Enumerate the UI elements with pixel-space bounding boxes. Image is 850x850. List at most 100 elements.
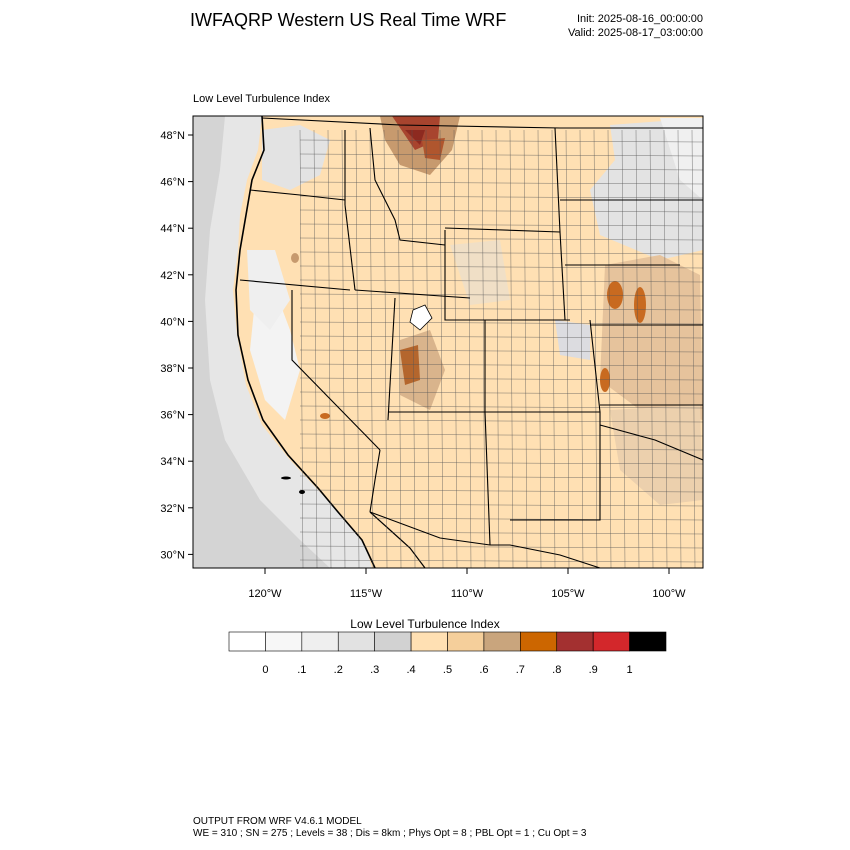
county-line (663, 129, 668, 568)
lat-tick-label: 34°N (160, 456, 185, 468)
county-line (299, 307, 703, 311)
kansas-high-2 (634, 287, 646, 323)
county-line (299, 363, 703, 367)
county-line (299, 279, 703, 283)
county-line (383, 129, 388, 568)
county-line (299, 489, 703, 493)
field-label: Low Level Turbulence Index (193, 93, 330, 105)
az-mexico-border (369, 511, 510, 546)
county-line (523, 129, 528, 568)
footer-model-info: OUTPUT FROM WRF V4.6.1 MODEL (193, 816, 362, 827)
colorbar-segment (410, 631, 448, 652)
kansas-high-1 (607, 281, 623, 309)
channel-island-2 (299, 490, 305, 494)
county-line (299, 167, 703, 171)
county-line (509, 129, 514, 568)
lon-tick-label: 110°W (451, 588, 484, 600)
colorbar-label: .7 (516, 664, 525, 676)
or-id-border (344, 204, 356, 291)
county-line (397, 129, 402, 568)
colorbar-label: .9 (589, 664, 598, 676)
county-line (299, 503, 703, 507)
colorbar-label: .2 (334, 664, 343, 676)
map-field (193, 116, 703, 568)
lat-tick-label: 42°N (160, 270, 185, 282)
county-line (299, 153, 703, 157)
gulf-coast (369, 511, 426, 568)
county-line (439, 129, 444, 568)
pacific-lower-index (193, 116, 330, 568)
channel-island-1 (281, 476, 291, 480)
lat-tick-label: 40°N (160, 316, 185, 328)
county-line (299, 405, 703, 409)
colorbar-segment (483, 631, 521, 652)
county-line (299, 447, 703, 451)
colorbar-label: .4 (406, 664, 415, 676)
az-nm-border (484, 411, 491, 546)
county-line (635, 129, 640, 568)
lat-tick-label: 48°N (160, 130, 185, 142)
county-line (299, 195, 703, 199)
county-line (677, 129, 682, 568)
colorbar: 0 .1 .2 .3 .4 .5 .6 .7 .8 .9 1 (228, 631, 667, 676)
map-frame (192, 115, 704, 569)
nv-ut-border (387, 297, 396, 421)
canada-border (261, 117, 703, 129)
mt-nd-border (554, 127, 561, 233)
rio-grande (509, 544, 601, 568)
lat-tick-label: 32°N (160, 503, 185, 515)
colorbar-segment (265, 631, 303, 652)
state-boundaries (239, 117, 703, 568)
county-line (551, 129, 556, 568)
county-line (411, 129, 416, 568)
id-nv-border (354, 289, 471, 299)
lat-tick-label: 38°N (160, 363, 185, 375)
map-title: IWFAQRP Western US Real Time WRF (190, 10, 507, 30)
lon-tick-label: 115°W (350, 588, 383, 600)
lat-tick-label: 46°N (160, 177, 185, 189)
county-line (299, 139, 703, 143)
utah-high (400, 345, 420, 385)
lon-tick-label: 120°W (248, 588, 282, 600)
county-line (299, 545, 703, 549)
lat-tick-label: 36°N (160, 410, 185, 422)
colorbar-label: .6 (479, 664, 488, 676)
county-line (299, 335, 703, 339)
az-ca-border (369, 449, 381, 513)
county-line (299, 293, 703, 297)
co-ks-border (589, 319, 601, 413)
county-line (579, 129, 584, 568)
colorado-low (555, 320, 590, 360)
lat-tick-label: 44°N (160, 223, 185, 235)
colorbar-label: 0 (262, 664, 268, 676)
county-line (537, 129, 542, 568)
county-line (607, 129, 612, 568)
county-line (621, 129, 626, 568)
mt-wy-border (444, 227, 561, 233)
sierra-high (320, 413, 330, 419)
ut-wy-border (444, 298, 485, 321)
colorbar-segment (337, 631, 375, 652)
coastline (235, 116, 376, 568)
colorbar-segment (520, 631, 558, 652)
colorbar-label: .8 (552, 664, 561, 676)
county-line (453, 129, 458, 568)
county-line (299, 321, 703, 325)
latitude-axis: 48°N 46°N 44°N 42°N 40°N 38°N 36°N 34°N 32°N 30°N (160, 130, 193, 561)
lat-tick-label: 30°N (160, 549, 185, 561)
pacific-low-index (193, 116, 372, 568)
footer-model-params: WE = 310 ; SN = 275 ; Levels = 38 ; Dis … (193, 828, 587, 839)
wy-sd-border (559, 231, 566, 321)
colorbar-segment (301, 631, 339, 652)
lon-tick-label: 100°W (652, 588, 686, 600)
county-lines (299, 129, 703, 568)
county-line (481, 129, 486, 568)
county-line (299, 237, 703, 241)
colorbar-segment (592, 631, 630, 652)
county-line (299, 475, 703, 479)
oklahoma-high (600, 368, 610, 392)
valid-time: Valid: 2025-08-17_03:00:00 (568, 27, 703, 39)
or-ca-border (239, 279, 351, 291)
county-line (299, 391, 703, 395)
county-line (299, 377, 703, 381)
